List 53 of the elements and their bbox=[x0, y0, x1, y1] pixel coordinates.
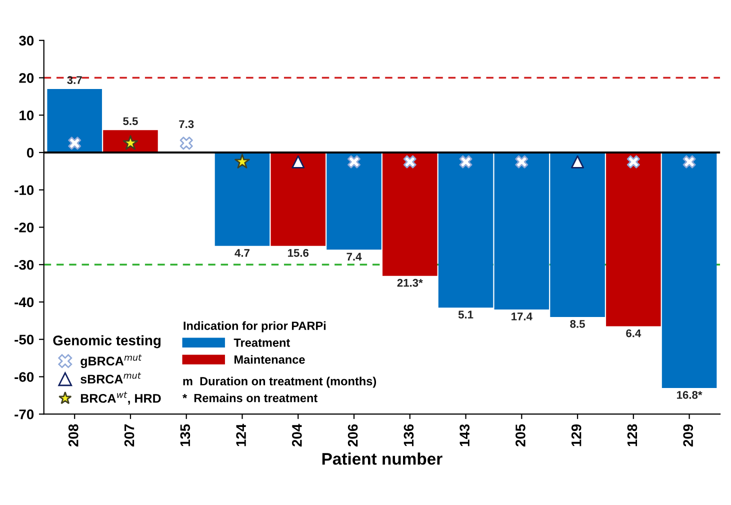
annotation: 16.8* bbox=[677, 391, 702, 399]
x-tick-label: 124 bbox=[236, 424, 246, 446]
x-tick-label: 136 bbox=[404, 424, 414, 446]
bar bbox=[47, 88, 102, 153]
bar bbox=[382, 152, 438, 276]
bar bbox=[662, 152, 717, 388]
annotation: 7.4 bbox=[346, 252, 362, 260]
legend-label: Maintenance bbox=[234, 355, 305, 364]
annotation: 3.7 bbox=[67, 76, 82, 84]
annotation: 7.3 bbox=[179, 120, 194, 128]
y-tick-label: -20 bbox=[14, 222, 34, 232]
legend-label: sBRCA$^{mut}$ bbox=[80, 372, 142, 384]
y-tick-label: -60 bbox=[14, 372, 34, 382]
annotation: 5.5 bbox=[123, 117, 138, 126]
y-tick-label: -30 bbox=[14, 260, 34, 270]
bar bbox=[270, 152, 326, 246]
annotation: 6.4 bbox=[626, 329, 642, 338]
legend-label: BRCA$^{wt}$, HRD bbox=[80, 392, 161, 405]
x-tick-label: 135 bbox=[180, 424, 190, 446]
annotation: * Remains on treatment bbox=[182, 394, 318, 402]
annotation: 21.3* bbox=[397, 278, 423, 287]
x-tick-label: 207 bbox=[124, 424, 134, 447]
y-tick-label: -40 bbox=[14, 297, 34, 308]
y-tick-label: -70 bbox=[14, 409, 34, 420]
y-tick-label: 0 bbox=[26, 148, 34, 158]
y-tick-label: 30 bbox=[19, 36, 34, 46]
x-tick-label: 129 bbox=[571, 424, 582, 446]
bar bbox=[606, 152, 661, 326]
y-tick-label: 20 bbox=[19, 73, 34, 83]
bar bbox=[214, 152, 270, 246]
x-tick-label: 128 bbox=[627, 424, 638, 446]
x-tick-label: 208 bbox=[68, 424, 78, 447]
annotation: 5.1 bbox=[458, 310, 474, 319]
annotation: m Duration on treatment (months) bbox=[183, 376, 376, 388]
y-tick-label: 10 bbox=[20, 110, 34, 120]
annotation: 17.4 bbox=[512, 312, 532, 320]
x-tick-label: 209 bbox=[683, 424, 694, 447]
legend-label: gBRCA$^{mut}$ bbox=[80, 354, 142, 368]
annotation: Genomic testing bbox=[53, 335, 160, 348]
y-tick-label: -50 bbox=[14, 334, 34, 345]
x-tick-label: 143 bbox=[460, 424, 470, 446]
y-tick-label: -10 bbox=[14, 185, 34, 196]
x-tick-label: 205 bbox=[516, 424, 526, 447]
x-tick-label: 204 bbox=[292, 424, 302, 447]
annotation: 15.6 bbox=[288, 249, 309, 257]
x-tick-label: 206 bbox=[348, 424, 358, 447]
annotation: 8.5 bbox=[570, 320, 585, 328]
legend-title: Indication for prior PARPi bbox=[184, 321, 326, 332]
x-axis-title: Patient number bbox=[322, 452, 442, 465]
bar bbox=[103, 130, 158, 153]
bar bbox=[326, 152, 382, 250]
annotation: 4.7 bbox=[234, 249, 250, 257]
legend-label: Treatment bbox=[234, 338, 290, 347]
